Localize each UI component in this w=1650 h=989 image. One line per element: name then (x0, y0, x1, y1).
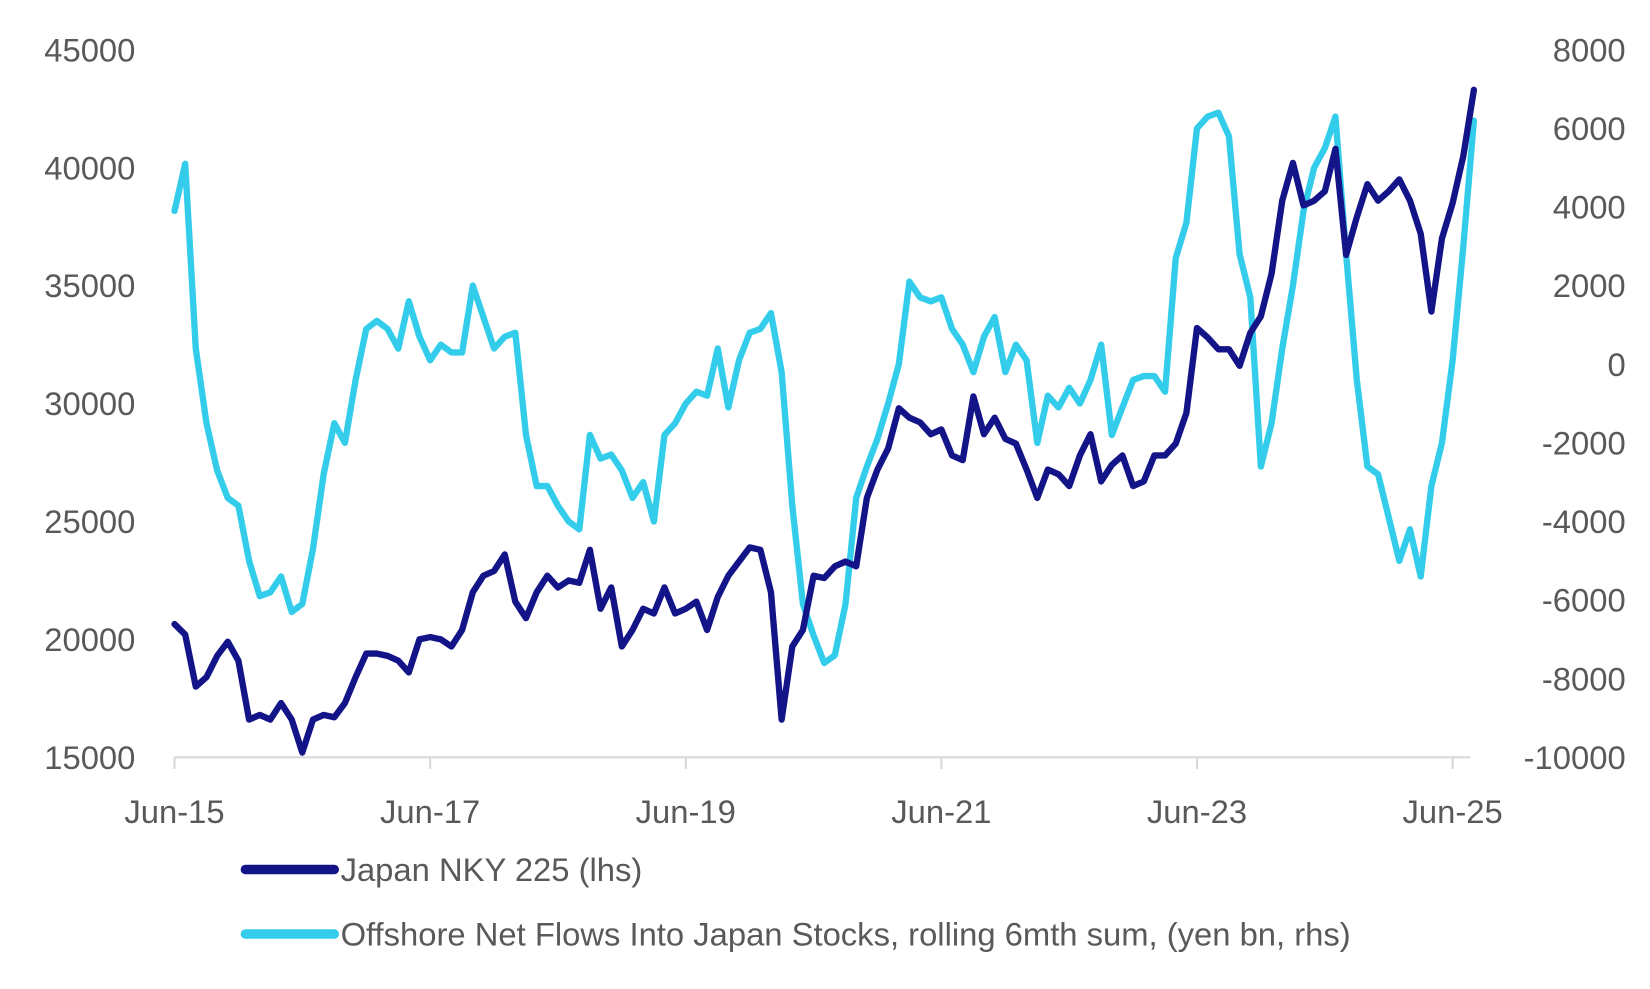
right-tick-label: -10000 (1524, 739, 1626, 776)
right-tick-label: 2000 (1553, 267, 1626, 304)
left-tick-label: 30000 (44, 385, 135, 422)
left-tick-label: 45000 (44, 31, 135, 68)
right-tick-label: 6000 (1553, 110, 1626, 147)
right-axis-ticks: 8000 6000 4000 2000 0 -2000 -4000 -6000 -8000 -10… (1524, 31, 1626, 776)
right-tick-label: -2000 (1542, 424, 1626, 461)
x-axis-ticks: Jun-15 Jun-17 Jun-19 Jun-21 Jun-23 Jun-25 (124, 757, 1503, 830)
left-tick-label: 35000 (44, 267, 135, 304)
legend-label-flows: Offshore Net Flows Into Japan Stocks, ro… (341, 916, 1351, 953)
right-tick-label: -4000 (1542, 503, 1626, 540)
left-axis-ticks: 45000 40000 35000 30000 25000 20000 15000 (44, 31, 135, 776)
legend: Japan NKY 225 (lhs) Offshore Net Flows I… (240, 851, 1351, 953)
x-tick-label: Jun-19 (636, 793, 736, 830)
series-line-nky-225 (171, 86, 1478, 756)
legend-label-nky: Japan NKY 225 (lhs) (341, 851, 643, 888)
legend-item-flows: Offshore Net Flows Into Japan Stocks, ro… (240, 916, 1351, 953)
right-tick-label: 0 (1607, 346, 1625, 383)
left-tick-label: 15000 (44, 739, 135, 776)
x-tick-label: Jun-23 (1147, 793, 1247, 830)
series-line-offshore-net-flows (171, 109, 1478, 667)
right-tick-label: 8000 (1553, 31, 1626, 68)
series-lines (171, 86, 1478, 756)
right-tick-label: -8000 (1542, 660, 1626, 697)
left-tick-label: 20000 (44, 621, 135, 658)
right-tick-label: -6000 (1542, 582, 1626, 619)
x-tick-label: Jun-25 (1403, 793, 1503, 830)
left-tick-label: 25000 (44, 503, 135, 540)
x-tick-label: Jun-17 (380, 793, 480, 830)
left-tick-label: 40000 (44, 149, 135, 186)
x-tick-label: Jun-15 (124, 793, 224, 830)
right-tick-label: 4000 (1553, 189, 1626, 226)
legend-item-nky: Japan NKY 225 (lhs) (240, 851, 643, 888)
x-tick-label: Jun-21 (891, 793, 991, 830)
